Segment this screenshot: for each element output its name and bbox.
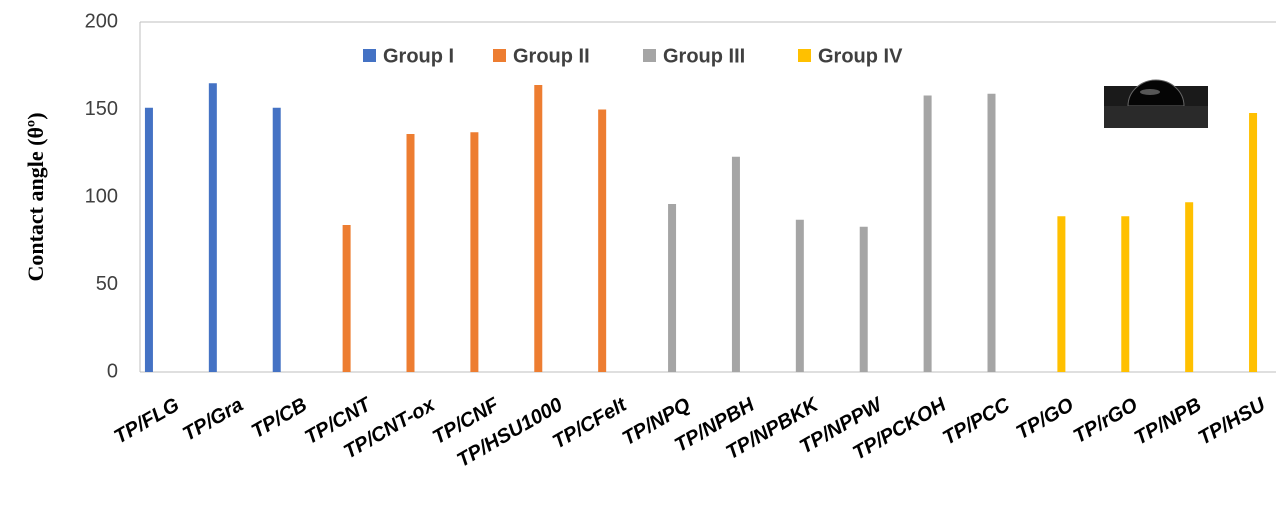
x-tick-label: TP/HSU <box>1195 394 1270 450</box>
legend-swatch <box>798 49 811 62</box>
inset-photo <box>1104 79 1208 128</box>
x-tick-label: TP/CB <box>248 394 311 443</box>
y-axis-label: Contact angle (θº) <box>23 112 48 281</box>
bar <box>731 156 740 372</box>
x-tick-label: TP/Gra <box>179 394 247 446</box>
legend-swatch <box>363 49 376 62</box>
x-tick-label: TP/GO <box>1013 394 1078 444</box>
bar <box>144 107 153 372</box>
y-tick-label: 100 <box>85 185 118 207</box>
y-tick-label: 50 <box>96 273 118 295</box>
bar <box>1249 113 1258 372</box>
x-tick-label: TP/FLG <box>111 394 184 449</box>
bar <box>987 93 996 372</box>
x-tick-label: TP/CFelt <box>549 393 631 453</box>
legend-swatch <box>493 49 506 62</box>
x-tick-label: TP/NPB <box>1131 394 1206 450</box>
bar <box>1057 216 1066 372</box>
legend-label: Group IV <box>818 45 903 67</box>
legend-label: Group II <box>513 45 590 67</box>
y-tick-label: 0 <box>107 360 118 382</box>
x-tick-label: TP/PCC <box>939 394 1014 450</box>
bar <box>534 85 543 372</box>
bar <box>668 204 677 372</box>
legend-swatch <box>643 49 656 62</box>
y-tick-label: 150 <box>85 98 118 120</box>
bar <box>1121 216 1130 372</box>
bar <box>208 83 217 372</box>
bar <box>1185 202 1194 372</box>
bar <box>342 225 351 372</box>
bar <box>470 132 479 372</box>
y-tick-label: 200 <box>85 10 118 32</box>
bar <box>598 109 607 372</box>
legend-label: Group III <box>663 45 745 67</box>
bar <box>859 226 868 372</box>
bar <box>795 219 804 372</box>
bar <box>272 107 281 372</box>
bar <box>406 134 415 372</box>
legend-label: Group I <box>383 45 454 67</box>
bar <box>923 95 932 372</box>
x-tick-label: TP/rGO <box>1070 394 1142 448</box>
